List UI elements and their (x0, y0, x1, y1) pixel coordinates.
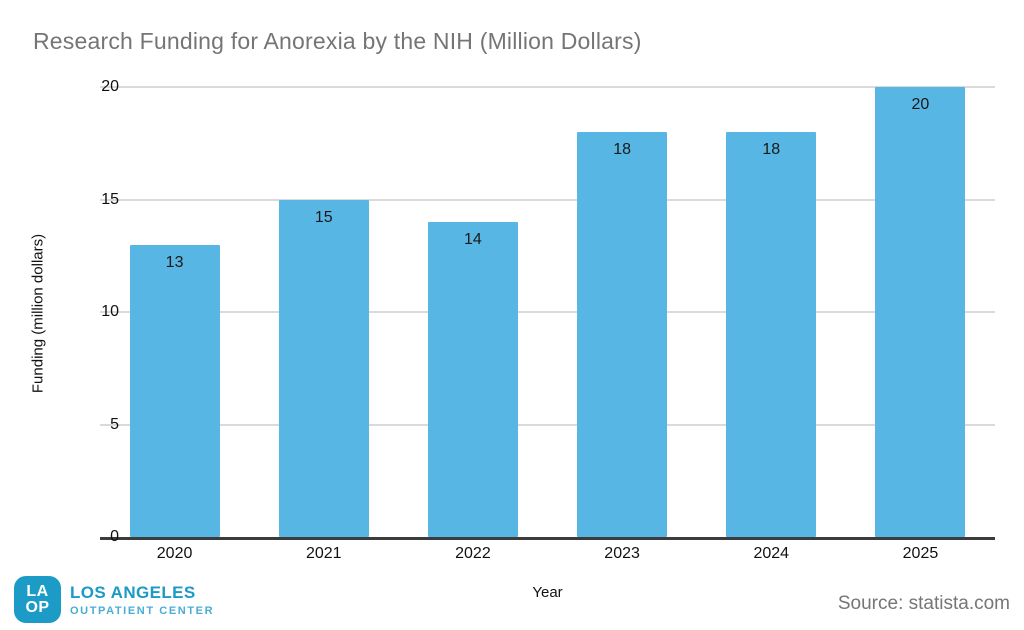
xtick-label-2024: 2024 (753, 545, 790, 562)
xtick-label-2022: 2022 (455, 545, 491, 562)
logo-mark-line1: LA (26, 583, 49, 601)
ytick-label-15: 15 (101, 190, 119, 208)
logo-mark-line2: OP (25, 598, 50, 616)
y-axis-title: Funding (million dollars) (29, 233, 47, 394)
bar-value-label-2023: 18 (613, 141, 631, 158)
bar-2025: 20 (875, 87, 966, 537)
ytick-label-10: 10 (101, 303, 119, 320)
xtick-label-2025: 2025 (902, 545, 939, 562)
bar-value-label-2024: 18 (762, 141, 781, 158)
bar-2024: 18 (726, 132, 817, 537)
logo-text: LOS ANGELES OUTPATIENT CENTER (70, 583, 214, 617)
gridline-5 (100, 423, 995, 426)
bar-slot-2025: 20 (846, 87, 995, 537)
bar-slot-2024: 18 (697, 87, 846, 537)
bar-2023: 18 (577, 132, 668, 537)
gridline-10 (100, 311, 995, 313)
xtick-label-2020: 2020 (156, 545, 193, 562)
logo-name: LOS ANGELES (70, 582, 196, 602)
bar-slot-2021: 15 (249, 87, 398, 537)
bar-value-label-2020: 13 (165, 253, 184, 271)
bar-slot-2020: 13 (100, 87, 249, 537)
chart-title: Research Funding for Anorexia by the NIH… (33, 28, 642, 54)
bar-2022: 14 (427, 222, 518, 537)
ytick-label-20: 20 (101, 78, 119, 95)
bar-value-label-2021: 15 (314, 208, 333, 226)
bar-value-label-2025: 20 (911, 96, 930, 113)
x-axis-title: Year (532, 584, 563, 601)
xtick-label-2021: 2021 (305, 545, 342, 562)
source-attribution: Source: statista.com (837, 593, 1010, 614)
bar-2021: 15 (278, 199, 369, 537)
bars-row: 13 15 14 18 18 20 (100, 87, 995, 537)
logo-subname: OUTPATIENT CENTER (70, 604, 215, 617)
x-axis-tick-labels: 2020 2021 2022 2023 2024 2025 (100, 545, 995, 563)
brand-logo: LA OP LOS ANGELES OUTPATIENT CENTER (14, 576, 214, 623)
bar-value-label-2022: 14 (464, 231, 482, 248)
bar-slot-2023: 18 (548, 87, 697, 537)
bar-slot-2022: 14 (398, 87, 547, 537)
ytick-label-5: 5 (110, 415, 119, 433)
xtick-label-2023: 2023 (604, 545, 640, 562)
laop-logo-icon: LA OP (14, 576, 61, 623)
bar-2020: 13 (129, 244, 220, 537)
gridline-20 (100, 86, 995, 88)
plot-area: 13 15 14 18 18 20 (100, 86, 995, 540)
gridline-15 (100, 198, 995, 201)
ytick-label-0: 0 (110, 528, 119, 545)
